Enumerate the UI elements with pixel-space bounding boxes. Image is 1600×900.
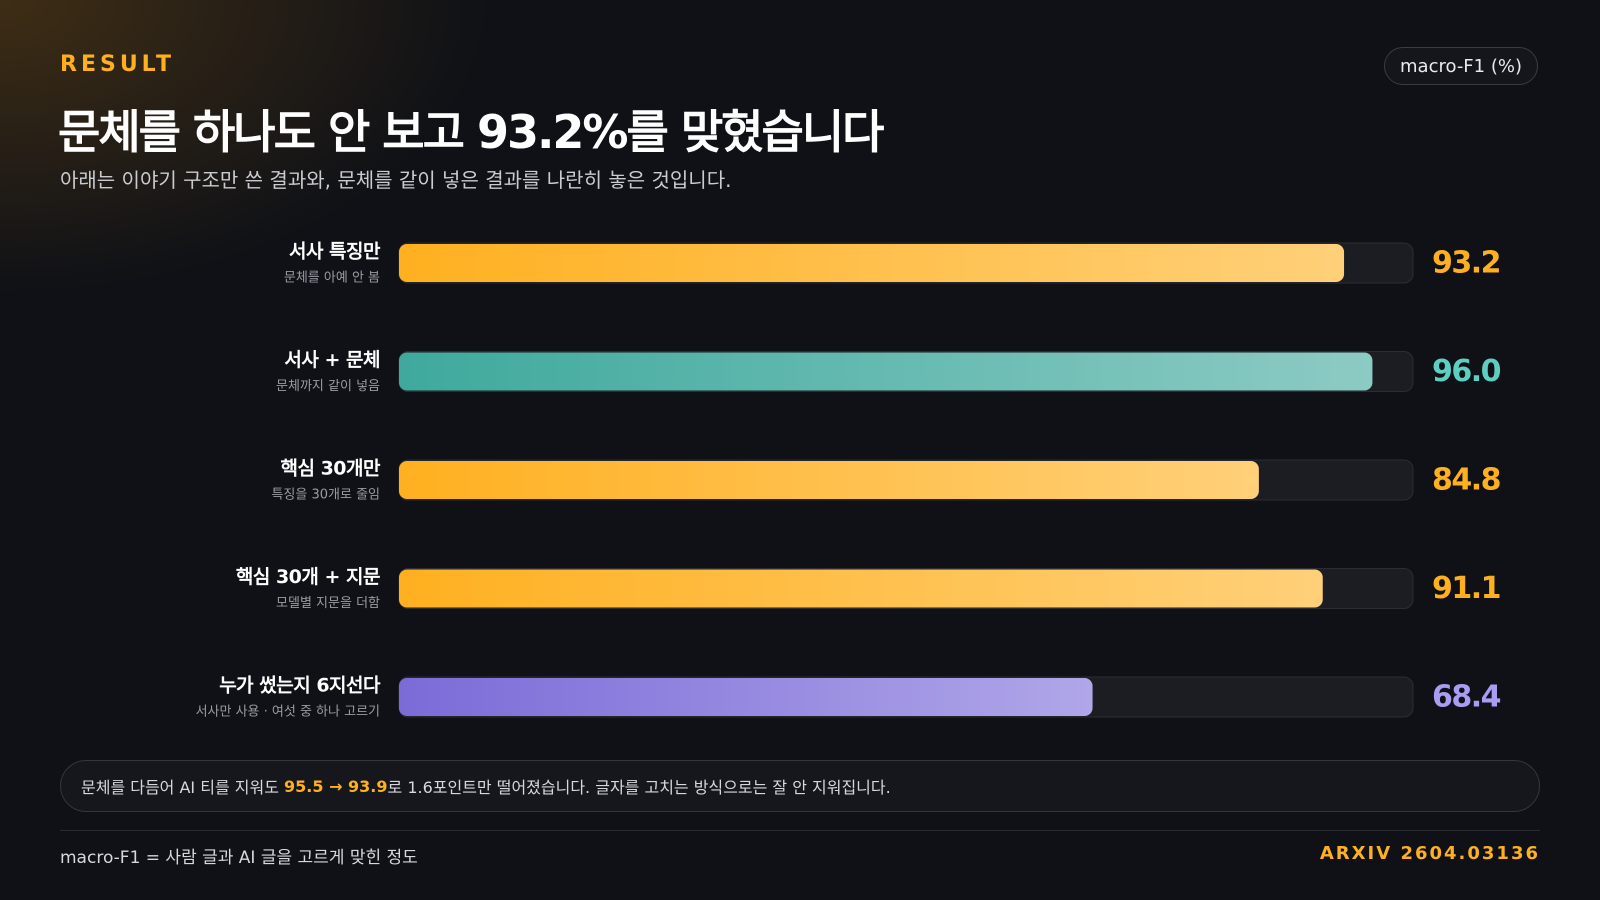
divider [60, 830, 1540, 831]
note-text: 로 1.6포인트만 떨어졌습니다. 글자를 고치는 방식으로는 잘 안 지워집니… [387, 778, 891, 797]
value-label: 84.8 [1432, 463, 1501, 498]
unit-badge: macro-F1 (%) [1384, 47, 1538, 85]
category-note: 서사만 사용 · 여섯 중 하나 고르기 [196, 705, 380, 720]
value-label: 96.0 [1432, 354, 1501, 389]
value-label: 91.1 [1432, 571, 1500, 606]
category-note: 문체를 아예 안 봄 [284, 271, 380, 286]
bar [399, 678, 1093, 716]
value-label: 68.4 [1432, 680, 1501, 715]
bar [399, 461, 1259, 499]
category-label: 누가 썼는지 6지선다 [219, 675, 381, 697]
category-label: 핵심 30개만 [281, 458, 381, 480]
category-label: 서사 + 문체 [284, 349, 380, 371]
note: 문체를 다듬어 AI 티를 지워도 95.5 → 93.9 로 1.6포인트만 떨… [60, 760, 1540, 812]
bar [399, 569, 1323, 608]
note-highlight: 95.5 → 93.9 [284, 776, 388, 796]
title: 문체를 하나도 안 보고 93.2%를 맞혔습니다 [58, 105, 884, 159]
category-note: 문체까지 같이 넣음 [276, 379, 380, 394]
category-label: 핵심 30개 + 지문 [236, 566, 380, 588]
category-label: 서사 특징만 [289, 241, 381, 263]
bar [399, 244, 1345, 282]
note-text: 문체를 다듬어 AI 티를 지워도 [81, 778, 285, 797]
category-note: 특징을 30개로 줄임 [271, 488, 380, 503]
bar [399, 352, 1373, 391]
subtitle: 아래는 이야기 구조만 쓴 결과와, 문체를 같이 넣은 결과를 나란히 놓은 … [60, 168, 732, 192]
footer-right: ARXIV 2604.03136 [1319, 843, 1540, 864]
eyebrow: RESULT [60, 52, 176, 77]
category-note: 모델별 지문을 더함 [276, 596, 380, 611]
footer-left: macro-F1 = 사람 글과 AI 글을 고르게 맞힌 정도 [60, 848, 418, 868]
value-label: 93.2 [1432, 246, 1500, 281]
